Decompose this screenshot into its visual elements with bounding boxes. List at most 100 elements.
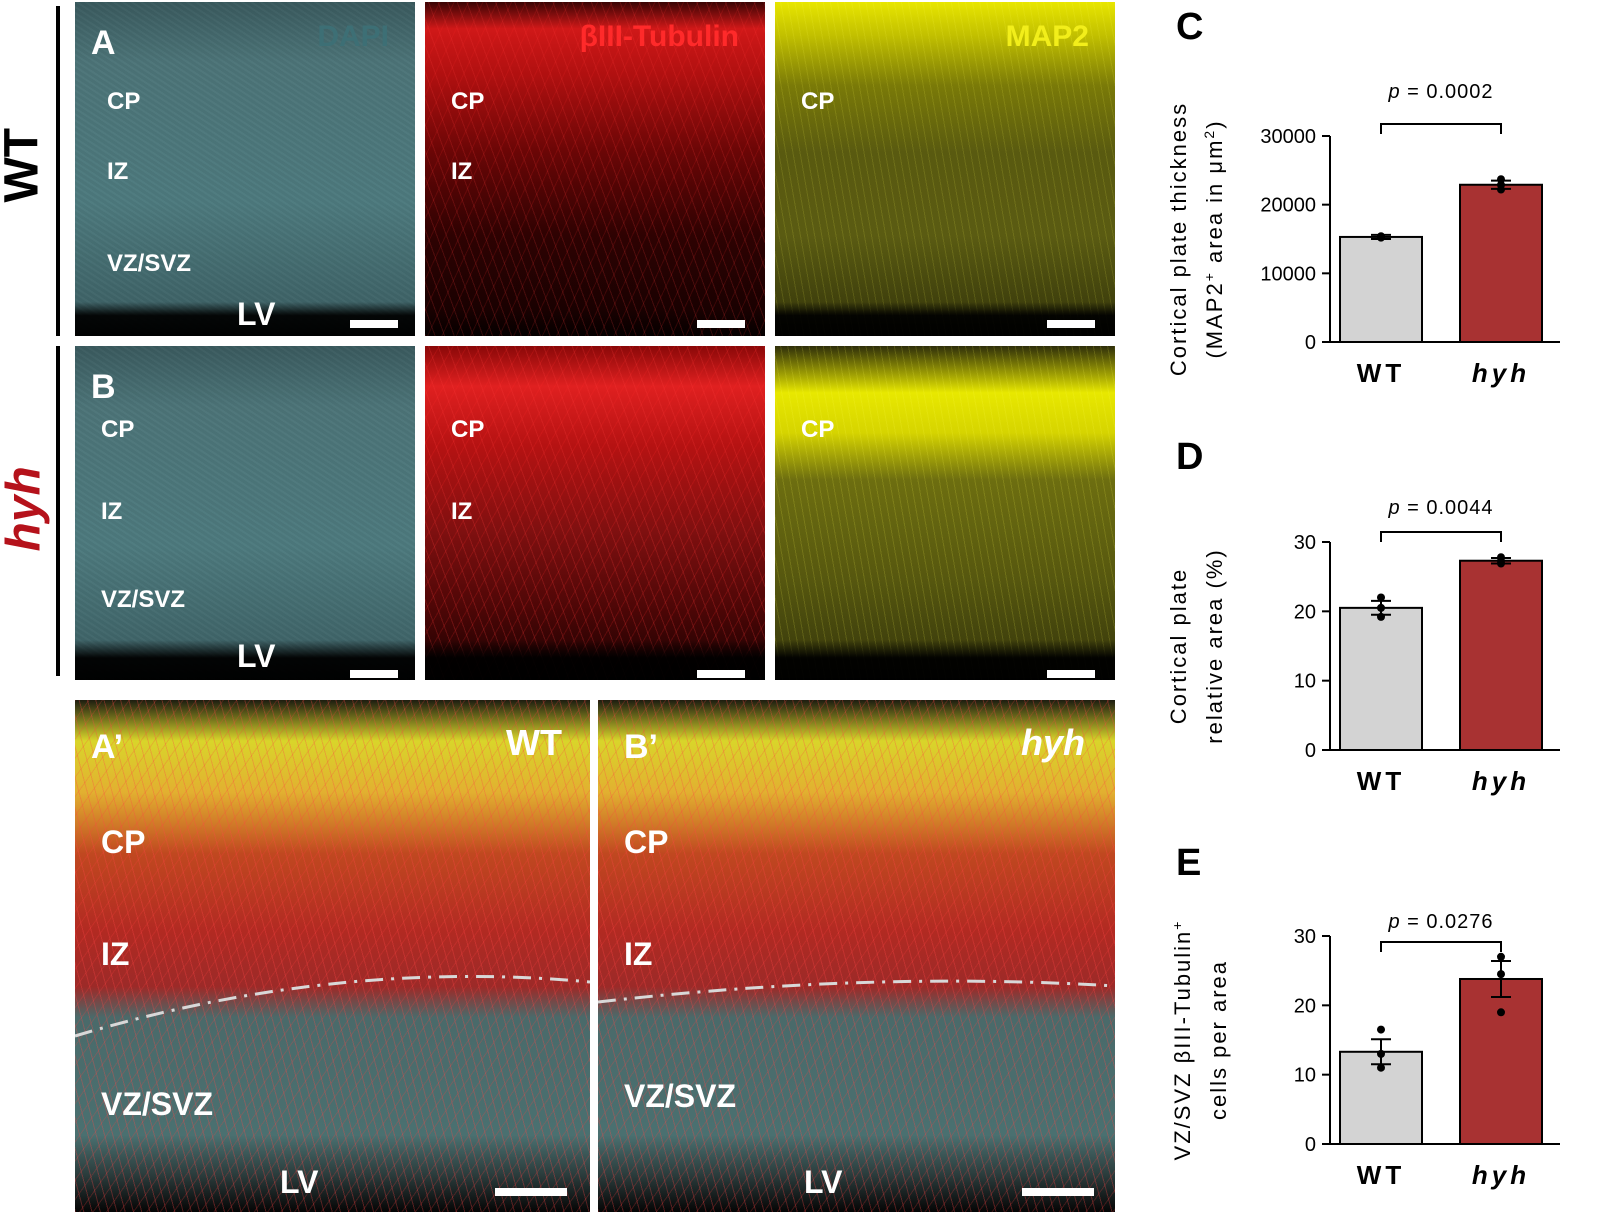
chart-d-letter: D [1176,436,1204,478]
vzsvz-label: VZ/SVZ [107,250,192,277]
p-value-label: p = 0.0044 [1387,497,1493,519]
panel-b-dapi: B CP IZ VZ/SVZ LV [75,346,415,680]
chart-c: 0 10000 20000 30000 WT hyh p = 0.0002 Cortical … [1160,40,1590,410]
dashed-boundary [75,975,590,1038]
y-tick-label: 0 [1305,332,1316,354]
significance-bracket [1380,123,1502,134]
category-label: hyh [1472,1160,1530,1190]
y-tick-label: 20 [1294,601,1316,623]
cp-label: CP [801,88,835,115]
data-point [1377,603,1385,612]
panel-letter: B’ [624,728,658,766]
vzsvz-label: VZ/SVZ [101,586,186,613]
iz-label: IZ [107,158,129,185]
channel-label: MAP2 [1005,20,1089,53]
p-value-label: p = 0.0276 [1387,911,1493,933]
bar-wt [1339,606,1423,751]
data-point [1377,232,1385,241]
lv-label: LV [280,1164,319,1200]
data-point [1497,175,1505,184]
data-point [1377,593,1385,602]
cp-label: CP [624,824,669,860]
panel-letter: A’ [91,728,124,766]
channel-label: DAPI [317,20,389,53]
panel-letter: A [91,24,116,62]
panel-letter: B [91,368,116,406]
category-label: WT [1357,766,1405,796]
scale-bar [1047,320,1095,328]
cp-label: CP [801,416,835,443]
hyh-row-bar [56,346,60,676]
y-tick-label: 0 [1305,740,1316,762]
iz-label: IZ [451,158,473,185]
data-point [1377,1049,1385,1058]
y-tick-label: 20 [1294,995,1316,1017]
data-point [1377,1025,1385,1034]
bar-hyh [1459,977,1543,1145]
genotype-label: WT [506,722,562,763]
ventricle-band [775,302,1115,336]
lv-label: LV [237,638,276,674]
panel-b-prime-merge: B’ hyh CP IZ VZ/SVZ LV [598,700,1115,1212]
scale-bar [495,1188,567,1196]
panel-a-dapi: A DAPI CP IZ VZ/SVZ LV [75,2,415,336]
data-point [1497,553,1505,562]
iz-label: IZ [101,936,130,972]
y-tick-label: 10 [1294,671,1316,693]
data-point [1497,180,1505,189]
panel-b-tubulin: CP IZ [425,346,765,680]
channel-label: βIII-Tubulin [579,20,739,53]
y-axis-label: Cortical plate relative area (%) [1166,548,1227,743]
scale-bar [697,320,745,328]
y-axis-label: VZ/SVZ βIII-Tubulin+ cells per area [1169,920,1231,1161]
y-tick-label: 30 [1294,532,1316,554]
vzsvz-label: VZ/SVZ [624,1078,737,1114]
bar-hyh [1459,183,1543,343]
panel-a-map2: MAP2 CP [775,2,1115,336]
data-point [1377,1063,1385,1072]
bar-wt [1339,235,1423,343]
scale-bar [1047,670,1095,678]
y-tick-label: 20000 [1260,195,1316,217]
svg-text:Cortical plate thickness: Cortical plate thickness [1166,102,1191,376]
lv-label: LV [237,296,276,332]
svg-text:VZ/SVZ βIII-Tubulin+: VZ/SVZ βIII-Tubulin+ [1169,920,1195,1161]
panel-b-map2: CP [775,346,1115,680]
p-value-label: p = 0.0002 [1387,81,1493,103]
chart-e-letter: E [1176,842,1202,884]
genotype-label: hyh [1020,722,1085,763]
cp-label: CP [101,416,135,443]
y-tick-label: 10 [1294,1065,1316,1087]
scale-bar [350,320,398,328]
iz-label: IZ [451,498,473,525]
cp-label: CP [107,88,141,115]
y-axis-label: Cortical plate thickness (MAP2+ area in μ… [1166,102,1227,376]
cp-label: CP [101,824,146,860]
wt-row-label: WT [0,127,49,203]
ventricle-band [75,302,415,336]
svg-text:Cortical plate: Cortical plate [1166,568,1191,724]
y-tick-label: 30000 [1260,126,1316,148]
y-tick-label: 0 [1305,1134,1316,1156]
hyh-row-label: hyh [0,466,51,552]
iz-label: IZ [624,936,653,972]
svg-text:(MAP2+ area in μm2): (MAP2+ area in μm2) [1201,119,1227,358]
y-tick-label: 30 [1294,926,1316,948]
data-point [1497,1008,1505,1017]
dashed-boundary [598,979,1115,1004]
svg-text:relative area (%): relative area (%) [1202,548,1227,743]
scale-bar [350,670,398,678]
vzsvz-label: VZ/SVZ [101,1086,214,1122]
cp-label: CP [451,416,485,443]
chart-e: 0 10 20 30 WT hyh p = 0.0276 VZ/SVZ βIII-Tubuli… [1160,876,1590,1216]
svg-text:cells per area: cells per area [1206,960,1231,1120]
category-label: WT [1357,1160,1405,1190]
category-label: hyh [1472,358,1530,388]
significance-bracket [1380,941,1502,952]
panel-a-prime-merge: A’ WT CP IZ VZ/SVZ LV [75,700,590,1212]
wt-row-bar [56,6,60,336]
chart-c-letter: C [1176,6,1204,48]
category-label: hyh [1472,766,1530,796]
significance-bracket [1380,531,1502,542]
cp-label: CP [451,88,485,115]
